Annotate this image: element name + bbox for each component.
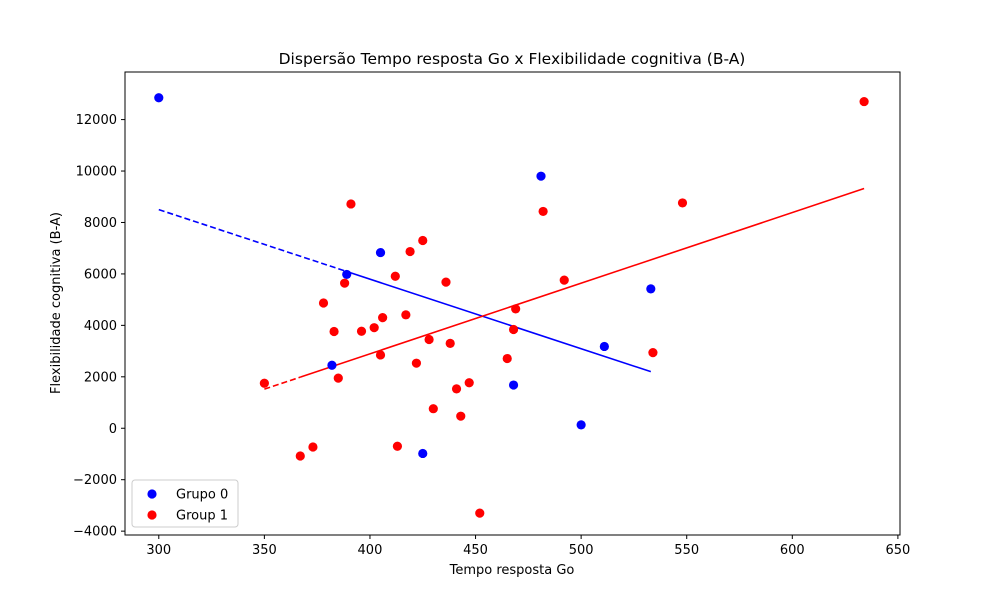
- data-point: [259, 378, 269, 388]
- data-point: [375, 247, 386, 258]
- x-tick-label: 400: [358, 543, 383, 558]
- data-point: [428, 404, 438, 414]
- trend-lines: [158, 187, 865, 390]
- data-point: [378, 313, 388, 323]
- data-point: [346, 199, 356, 209]
- data-point: [536, 171, 546, 181]
- data-point: [329, 326, 339, 337]
- data-point: [340, 278, 350, 288]
- data-point: [508, 324, 519, 335]
- data-point: [392, 441, 403, 451]
- data-point: [318, 298, 329, 308]
- data-point: [411, 358, 422, 368]
- data-point: [390, 271, 400, 281]
- plot-frame: [124, 71, 901, 536]
- y-tick-label: 8000: [84, 216, 117, 231]
- trend-line-solid: [300, 187, 865, 378]
- data-point: [418, 448, 428, 459]
- data-point: [445, 338, 455, 348]
- data-point: [424, 334, 434, 345]
- y-tick-label: 6000: [84, 267, 117, 282]
- data-point: [475, 508, 485, 518]
- x-tick-label: 300: [146, 543, 171, 558]
- data-point: [405, 246, 415, 257]
- legend-label: Group 1: [176, 509, 228, 524]
- data-point: [599, 341, 609, 352]
- data-point: [859, 96, 869, 107]
- data-point: [508, 380, 519, 390]
- data-point: [538, 206, 548, 217]
- data-point: [441, 277, 451, 287]
- x-tick-label: 550: [674, 543, 699, 558]
- x-tick-label: 650: [885, 543, 910, 558]
- y-axis: −4000 −2000 0 2000 4000 6000 8000 10000 12000: [73, 113, 125, 540]
- x-tick-label: 450: [463, 543, 488, 558]
- data-point: [464, 378, 474, 388]
- x-axis: 300 350 400 450 500 550 600 650: [146, 535, 910, 558]
- data-point: [418, 235, 428, 246]
- trend-line-solid: [346, 270, 652, 373]
- data-point: [342, 269, 352, 280]
- data-point: [511, 304, 521, 314]
- y-tick-label: 12000: [76, 113, 117, 128]
- legend: Grupo 0 Group 1: [131, 479, 239, 528]
- legend-box: [131, 479, 239, 528]
- data-point: [646, 284, 656, 294]
- trend-line-dashed: [264, 376, 301, 390]
- y-tick-label: 4000: [84, 319, 117, 334]
- y-tick-label: −2000: [73, 473, 117, 488]
- y-tick-label: −4000: [73, 525, 117, 540]
- y-tick-label: 0: [109, 422, 117, 437]
- legend-marker: [147, 510, 157, 520]
- data-point: [154, 93, 164, 103]
- legend-marker: [147, 489, 157, 499]
- trend-line-dashed: [158, 208, 347, 273]
- data-point: [375, 350, 386, 360]
- data-point: [308, 442, 318, 452]
- data-point: [559, 275, 569, 285]
- y-tick-label: 2000: [84, 370, 117, 385]
- data-point: [456, 411, 466, 421]
- x-tick-label: 600: [780, 543, 805, 558]
- data-point: [356, 326, 367, 336]
- data-point: [327, 360, 337, 370]
- y-axis-label: Flexibilidade cognitiva (B-A): [49, 212, 64, 394]
- data-point: [295, 451, 305, 461]
- chart-title: Dispersão Tempo resposta Go x Flexibilid…: [279, 50, 746, 68]
- data-point: [677, 198, 688, 208]
- y-tick-label: 10000: [76, 165, 117, 180]
- data-point: [451, 384, 462, 394]
- x-tick-label: 350: [252, 543, 277, 558]
- data-point: [502, 353, 512, 364]
- x-axis-label: Tempo resposta Go: [449, 563, 575, 578]
- data-points: [154, 93, 869, 518]
- data-point: [333, 373, 343, 383]
- data-point: [369, 323, 379, 333]
- data-point: [648, 348, 658, 358]
- data-point: [401, 310, 411, 320]
- legend-label: Grupo 0: [176, 488, 228, 503]
- x-tick-label: 500: [569, 543, 594, 558]
- data-point: [576, 420, 586, 430]
